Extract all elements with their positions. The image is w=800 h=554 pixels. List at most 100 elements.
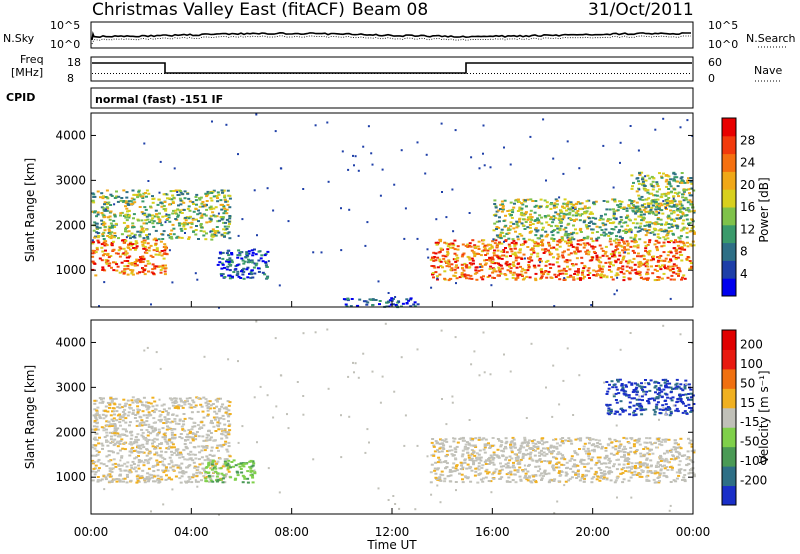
data-cell	[504, 447, 508, 450]
data-cell	[644, 245, 648, 247]
data-cell	[622, 456, 626, 458]
data-cell	[635, 474, 639, 476]
data-cell	[200, 226, 204, 229]
data-cell	[656, 217, 660, 219]
data-cell	[612, 217, 616, 220]
data-cell	[108, 262, 112, 265]
data-cell	[93, 419, 97, 422]
data-cell	[500, 210, 504, 213]
data-cell	[168, 397, 172, 400]
data-cell	[178, 211, 182, 214]
data-cell	[218, 457, 222, 460]
data-cell	[692, 451, 696, 454]
data-cell	[106, 235, 110, 237]
data-cell	[206, 472, 210, 475]
data-cell	[151, 222, 155, 225]
nsky-tick-low: 10^0	[50, 38, 80, 51]
data-cell	[482, 448, 486, 451]
data-cell	[163, 418, 167, 421]
data-cell	[515, 223, 519, 226]
data-cell	[637, 215, 641, 218]
data-cell	[549, 444, 553, 447]
data-cell	[211, 403, 215, 405]
data-cell	[634, 234, 638, 237]
data-cell	[664, 206, 667, 209]
data-cell	[474, 459, 478, 462]
data-cell	[630, 471, 634, 474]
data-cell	[617, 206, 621, 209]
data-cell	[114, 222, 118, 225]
data-cell	[505, 278, 509, 281]
data-cell	[518, 447, 522, 450]
data-cell	[224, 221, 227, 224]
data-cell	[544, 473, 548, 476]
data-cell	[495, 210, 499, 213]
data-cell	[103, 281, 106, 284]
nave-tick-high: 60	[708, 56, 722, 69]
data-cell	[207, 430, 211, 432]
data-cell	[217, 410, 221, 413]
data-cell	[126, 246, 130, 249]
data-cell	[574, 211, 578, 214]
data-cell	[474, 247, 478, 249]
data-cell	[171, 436, 174, 439]
data-cell	[225, 464, 229, 467]
data-cell	[482, 246, 486, 249]
data-cell	[574, 465, 577, 468]
data-cell	[480, 438, 484, 441]
data-cell	[686, 201, 690, 204]
data-cell	[223, 199, 227, 202]
data-cell	[93, 402, 97, 405]
data-cell	[215, 480, 219, 483]
data-cell	[206, 400, 210, 403]
data-cell	[500, 242, 504, 245]
data-cell	[130, 270, 134, 273]
data-cell	[164, 467, 168, 470]
data-cell	[197, 445, 201, 448]
data-cell	[518, 475, 522, 478]
data-cell	[667, 215, 671, 218]
data-cell	[207, 461, 211, 464]
data-cell	[577, 271, 580, 274]
data-cell	[692, 231, 696, 234]
data-cell	[125, 481, 129, 484]
data-cell	[690, 203, 694, 206]
data-cell	[679, 206, 683, 209]
data-cell	[250, 259, 254, 262]
data-cell	[280, 167, 283, 170]
data-cell	[529, 213, 532, 216]
data-cell	[669, 278, 673, 281]
data-cell	[152, 440, 156, 443]
data-cell	[504, 214, 507, 217]
data-cell	[540, 241, 544, 243]
data-cell	[170, 441, 174, 444]
data-cell	[660, 196, 664, 199]
data-cell	[594, 217, 598, 220]
data-cell	[617, 244, 621, 247]
data-cell	[593, 252, 597, 254]
data-cell	[686, 256, 690, 258]
data-cell	[471, 460, 475, 462]
data-cell	[587, 250, 591, 253]
data-cell	[588, 206, 591, 209]
data-cell	[555, 225, 559, 228]
data-cell	[508, 270, 512, 273]
data-cell	[242, 462, 246, 465]
power-panel	[90, 112, 696, 309]
data-cell	[538, 214, 542, 217]
data-cell	[475, 457, 479, 459]
data-cell	[180, 462, 184, 465]
data-cell	[516, 198, 520, 201]
data-cell	[226, 258, 230, 261]
data-cell	[586, 235, 590, 238]
data-cell	[499, 208, 502, 210]
data-cell	[633, 207, 637, 210]
data-cell	[479, 478, 483, 481]
data-cell	[523, 439, 527, 442]
data-cell	[174, 448, 178, 451]
data-cell	[540, 272, 544, 275]
data-cell	[142, 404, 146, 407]
data-cell	[139, 421, 143, 424]
data-cell	[584, 450, 588, 453]
